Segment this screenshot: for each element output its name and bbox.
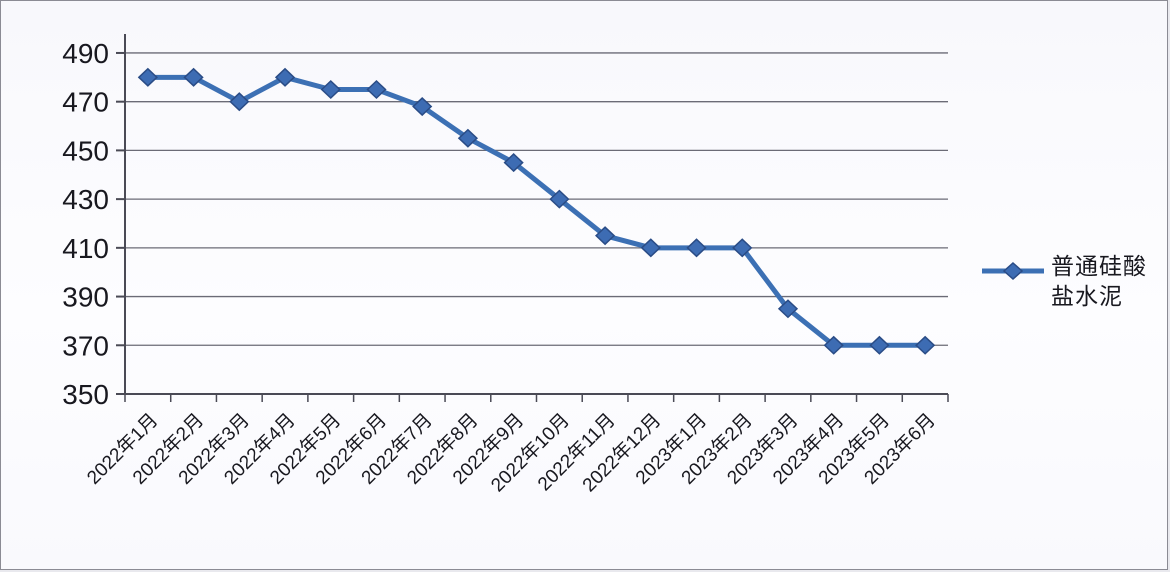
data-point-marker <box>229 92 250 112</box>
legend-label-line1: 普通硅酸 <box>1051 253 1147 279</box>
legend-series-marker-icon <box>982 262 1044 280</box>
data-point-marker <box>640 238 661 258</box>
data-point-marker <box>503 153 524 173</box>
data-point-marker <box>549 189 570 209</box>
data-point-marker <box>823 335 844 355</box>
legend: 普通硅酸 盐水泥 <box>982 251 1147 311</box>
data-point-marker <box>137 67 158 87</box>
data-point-marker <box>457 128 479 148</box>
data-point-marker <box>594 226 616 246</box>
y-tick-label: 350 <box>62 379 109 410</box>
y-tick-label: 490 <box>62 38 109 69</box>
y-tick-label: 470 <box>62 87 109 118</box>
y-tick-label: 370 <box>62 330 109 361</box>
y-tick-label: 450 <box>62 135 109 166</box>
legend-diamond-marker-icon <box>1002 262 1024 280</box>
data-point-marker <box>366 79 387 100</box>
data-point-marker <box>686 238 707 258</box>
y-tick-label: 390 <box>62 282 109 313</box>
data-point-marker <box>320 79 341 100</box>
y-tick-label: 430 <box>62 184 109 215</box>
data-point-marker <box>412 97 433 117</box>
data-point-marker <box>777 299 799 319</box>
legend-label: 普通硅酸 盐水泥 <box>1051 251 1147 311</box>
data-point-marker <box>732 238 753 258</box>
data-point-marker <box>869 335 890 355</box>
y-tick-label: 410 <box>62 233 109 264</box>
data-point-marker <box>183 67 204 87</box>
data-point-marker <box>274 67 296 87</box>
legend-label-line2: 盐水泥 <box>1051 283 1123 309</box>
data-point-marker <box>915 335 936 355</box>
series-line <box>145 74 928 348</box>
